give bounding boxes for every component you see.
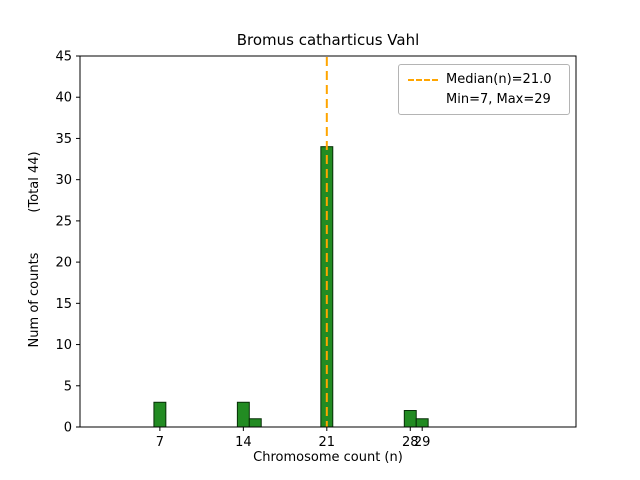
bar bbox=[415, 418, 429, 428]
y-tick-label: 15 bbox=[55, 297, 72, 312]
y-tick-label: 10 bbox=[55, 338, 72, 353]
legend-entry-minmax: Min=7, Max=29 bbox=[408, 92, 560, 107]
legend-entry-median: Median(n)=21.0 bbox=[408, 72, 560, 87]
bar bbox=[236, 401, 250, 428]
legend-label-minmax: Min=7, Max=29 bbox=[446, 92, 551, 107]
y-tick-label: 30 bbox=[55, 173, 72, 188]
x-tick-label: 14 bbox=[235, 435, 252, 450]
y-tick-label: 35 bbox=[55, 132, 72, 147]
y-axis-label: Num of counts bbox=[27, 252, 42, 347]
legend-handle-spacer bbox=[408, 99, 438, 101]
y-tick-label: 45 bbox=[55, 50, 72, 65]
x-tick-label: 7 bbox=[156, 435, 164, 450]
y-tick-label: 0 bbox=[64, 421, 72, 436]
bar bbox=[248, 418, 262, 428]
legend: Median(n)=21.0 Min=7, Max=29 bbox=[398, 64, 570, 115]
median-dashed-line-sample bbox=[408, 78, 438, 81]
y-axis-total-label: (Total 44) bbox=[27, 151, 42, 212]
x-tick-label: 29 bbox=[414, 435, 431, 450]
legend-label-median: Median(n)=21.0 bbox=[446, 72, 552, 87]
y-tick-label: 20 bbox=[55, 256, 72, 271]
y-tick-label: 5 bbox=[64, 379, 72, 394]
y-tick-label: 25 bbox=[55, 214, 72, 229]
axes-frame bbox=[79, 55, 577, 428]
x-tick-label: 28 bbox=[402, 435, 419, 450]
chart-title: Bromus catharticus Vahl bbox=[237, 31, 420, 49]
bar bbox=[403, 410, 417, 428]
bar bbox=[153, 401, 167, 428]
x-axis-label: Chromosome count (n) bbox=[253, 450, 403, 465]
x-tick-label: 21 bbox=[319, 435, 336, 450]
y-tick-label: 40 bbox=[55, 91, 72, 106]
